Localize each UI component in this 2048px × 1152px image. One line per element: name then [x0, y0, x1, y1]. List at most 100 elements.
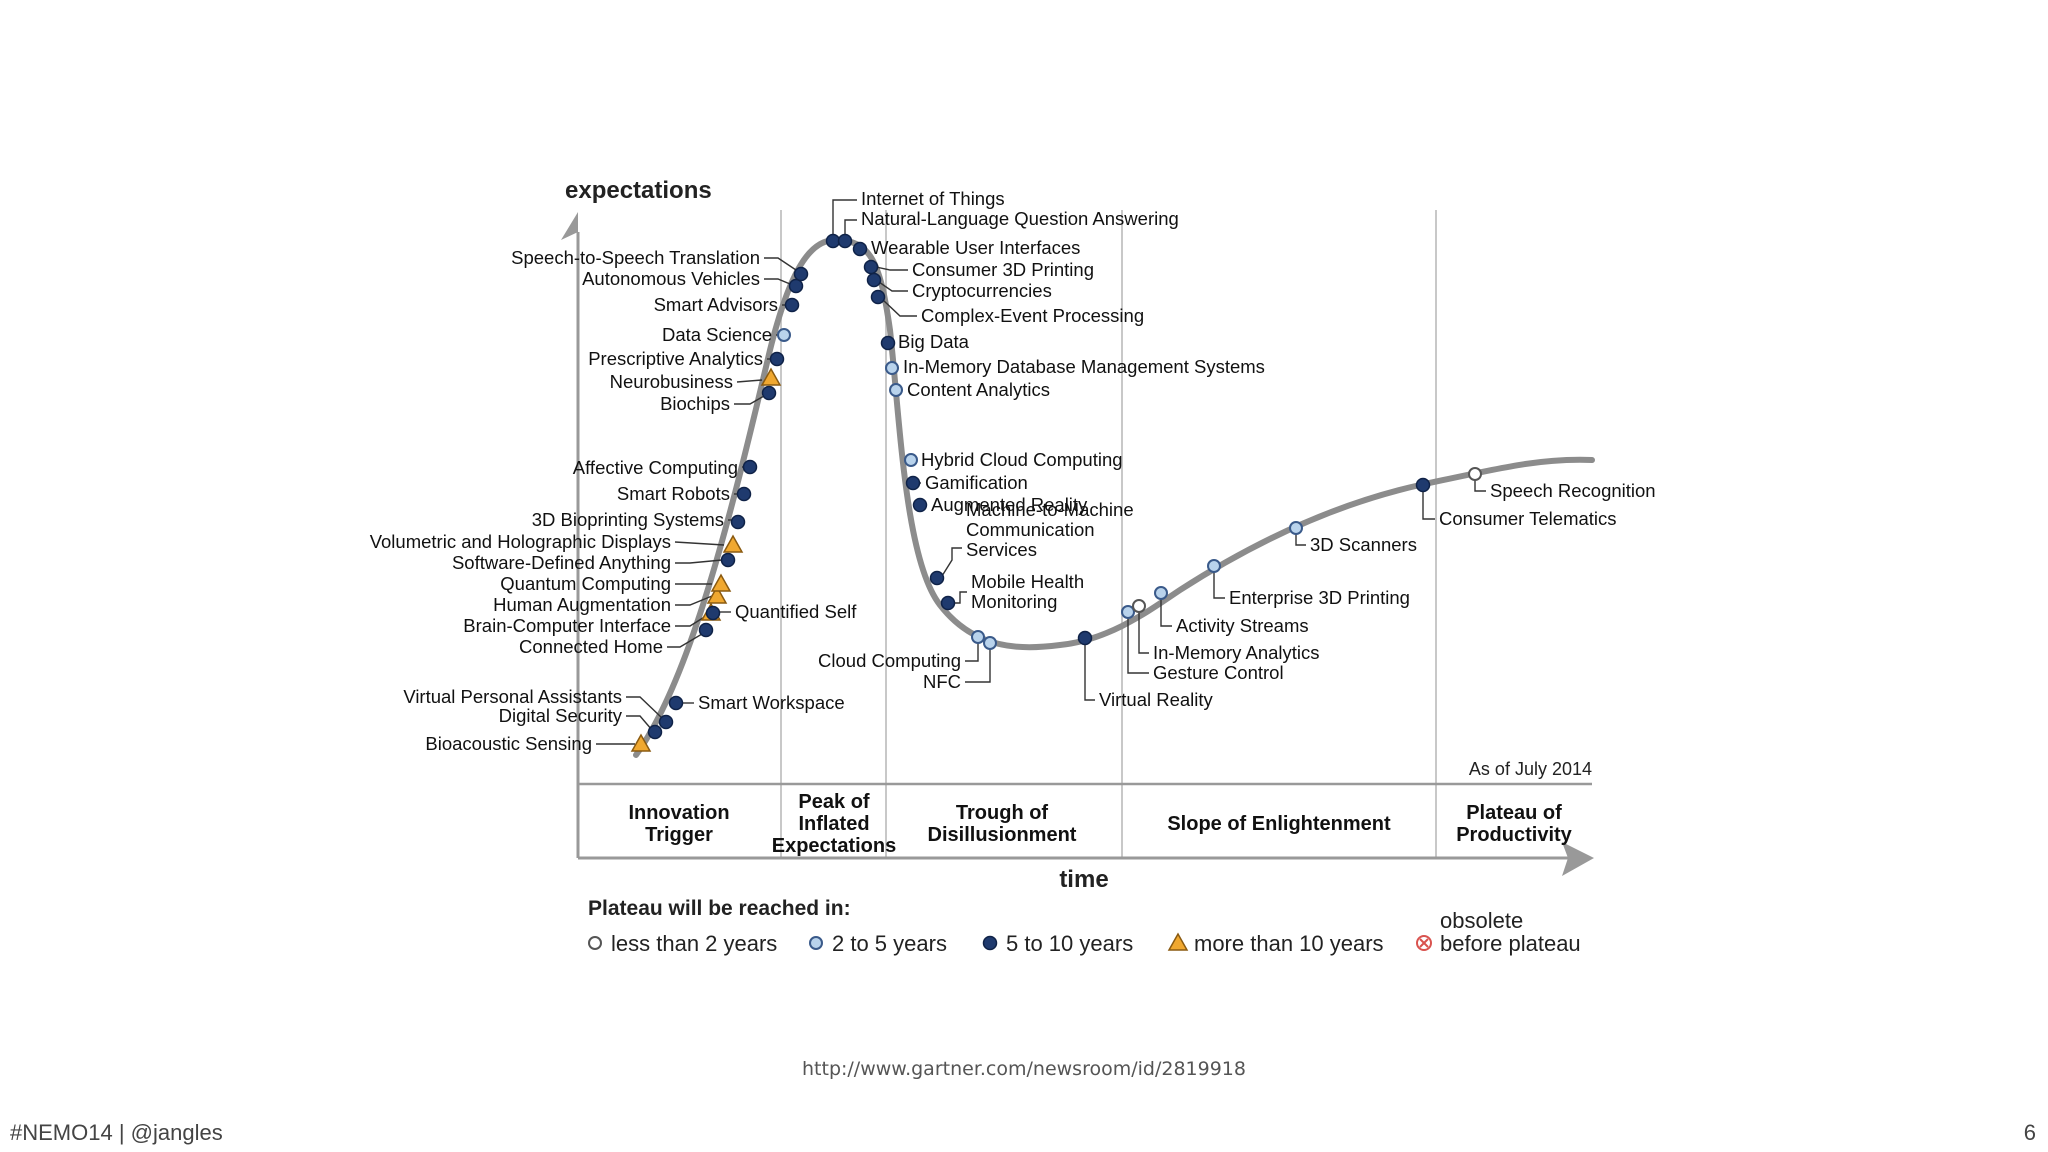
tech-label-line: Big Data	[898, 331, 970, 352]
leader-line	[941, 547, 962, 577]
tech-item-nfc: NFC	[923, 636, 997, 692]
tech-item-affective-computing: Affective Computing	[573, 457, 758, 478]
phase-label-line: Trigger	[645, 824, 713, 846]
leader-line	[875, 266, 908, 271]
tech-marker-smart-advisors	[784, 297, 800, 313]
tech-item-in-memory-database-management-systems: In-Memory Database Management Systems	[885, 356, 1265, 377]
tech-label-activity-streams: Activity Streams	[1176, 615, 1309, 636]
leader-line	[734, 395, 765, 405]
legend-label-2to5: 2 to 5 years	[832, 931, 947, 956]
tech-marker-quantified-self	[705, 605, 721, 621]
tech-label-wearable-user-interfaces: Wearable User Interfaces	[871, 237, 1080, 258]
tech-label-line: Hybrid Cloud Computing	[921, 449, 1123, 470]
tech-label-cloud-computing: Cloud Computing	[818, 650, 961, 671]
tech-marker-gesture-control	[1121, 605, 1135, 619]
tech-label-line: Volumetric and Holographic Displays	[370, 531, 671, 552]
tech-label-line: In-Memory Analytics	[1153, 642, 1320, 663]
tech-label-data-science: Data Science	[662, 324, 772, 345]
tech-item-human-augmentation: Human Augmentation	[493, 585, 728, 615]
tech-item-internet-of-things: Internet of Things	[825, 188, 1005, 249]
tech-marker-bioacoustic-sensing	[630, 733, 652, 752]
tech-item-in-memory-analytics: In-Memory Analytics	[1132, 599, 1320, 663]
tech-label-line: Services	[966, 539, 1037, 560]
tech-marker-virtual-personal-assistants	[658, 714, 674, 730]
tech-label-machine-to-machine-communication-services: Machine-to-Machine Communication Services	[966, 499, 1134, 560]
legend: less than 2 years 2 to 5 years 5 to 10 yea…	[588, 908, 1581, 956]
x-axis-label: time	[1059, 866, 1108, 893]
legend-marker-gt10	[1167, 932, 1189, 951]
tech-item-big-data: Big Data	[880, 331, 970, 352]
tech-label-connected-home: Connected Home	[519, 636, 663, 657]
tech-label-line: Smart Advisors	[654, 294, 778, 315]
tech-item-bioacoustic-sensing: Bioacoustic Sensing	[425, 733, 652, 754]
tech-label-internet-of-things: Internet of Things	[861, 188, 1005, 209]
tech-label-content-analytics: Content Analytics	[907, 379, 1050, 400]
tech-item-content-analytics: Content Analytics	[889, 379, 1050, 400]
tech-label-smart-workspace: Smart Workspace	[698, 692, 845, 713]
tech-label-quantified-self: Quantified Self	[735, 601, 857, 622]
tech-item-data-science: Data Science	[662, 324, 791, 345]
leader-line	[764, 278, 791, 285]
tech-label-gamification: Gamification	[925, 472, 1028, 493]
legend-marker-lt2	[588, 936, 602, 950]
as-of-date: As of July 2014	[1469, 759, 1592, 779]
tech-marker-3d-bioprinting-systems	[730, 514, 746, 530]
y-axis	[561, 212, 580, 858]
y-axis-arrow-icon	[561, 212, 578, 240]
tech-marker-internet-of-things	[825, 233, 841, 249]
tech-marker-cryptocurrencies	[866, 272, 882, 288]
phase-label-line: Trough of	[956, 802, 1049, 824]
tech-label-smart-robots: Smart Robots	[617, 483, 730, 504]
leader-line	[675, 595, 713, 606]
tech-marker-cloud-computing	[971, 630, 985, 644]
tech-item-activity-streams: Activity Streams	[1154, 586, 1309, 636]
phase-label-line: Plateau of	[1466, 802, 1562, 824]
tech-label-line: Brain-Computer Interface	[463, 615, 671, 636]
tech-label-hybrid-cloud-computing: Hybrid Cloud Computing	[921, 449, 1123, 470]
tech-marker-big-data	[880, 335, 896, 351]
tech-label-line: Content Analytics	[907, 379, 1050, 400]
tech-label-consumer-telematics: Consumer Telematics	[1439, 508, 1617, 529]
tech-item-prescriptive-analytics: Prescriptive Analytics	[588, 348, 785, 369]
leader-line	[953, 591, 967, 604]
tech-marker-prescriptive-analytics	[769, 351, 785, 367]
tech-label-line: Monitoring	[971, 591, 1057, 612]
tech-marker-volumetric-and-holographic-displays	[722, 534, 744, 553]
tech-marker-augmented-reality	[912, 497, 928, 513]
tech-item-enterprise-3d-printing: Enterprise 3D Printing	[1207, 559, 1410, 608]
source-url[interactable]: http://www.gartner.com/newsroom/id/28199…	[802, 1058, 1246, 1080]
tech-marker-neurobusiness	[760, 367, 782, 386]
tech-label-brain-computer-interface: Brain-Computer Interface	[463, 615, 671, 636]
tech-label-line: Human Augmentation	[493, 594, 671, 615]
tech-label-speech-to-speech-translation: Speech-to-Speech Translation	[511, 247, 760, 268]
phase-label-plateau-of-productivity: Plateau of Productivity	[1456, 802, 1572, 846]
x-axis-arrow-icon	[1562, 842, 1594, 876]
leader-line	[1474, 480, 1486, 492]
tech-label-line: Digital Security	[499, 705, 623, 726]
tech-marker-wearable-user-interfaces	[852, 241, 868, 257]
leader-line	[736, 379, 763, 383]
tech-label-line: Enterprise 3D Printing	[1229, 587, 1410, 608]
phase-label-line: Peak of	[798, 791, 869, 813]
tech-label-biochips: Biochips	[660, 393, 730, 414]
tech-item-cryptocurrencies: Cryptocurrencies	[866, 272, 1052, 301]
tech-item-mobile-health-monitoring: Mobile Health Monitoring	[940, 571, 1084, 612]
leader-line	[1213, 572, 1225, 599]
tech-label-line: Autonomous Vehicles	[582, 268, 760, 289]
legend-marker-5to10	[982, 935, 998, 951]
tech-label-3d-scanners: 3D Scanners	[1310, 534, 1417, 555]
legend-label-lt2: less than 2 years	[611, 931, 777, 956]
tech-label-line: Gesture Control	[1153, 662, 1284, 683]
tech-item-smart-robots: Smart Robots	[617, 483, 752, 504]
tech-marker-3d-scanners	[1289, 521, 1303, 535]
tech-label-line: Natural-Language Question Answering	[861, 208, 1179, 229]
leader-line	[1084, 644, 1095, 701]
leader-line	[965, 643, 979, 662]
tech-label-line: Machine-to-Machine	[966, 499, 1134, 520]
tech-item-volumetric-and-holographic-displays: Volumetric and Holographic Displays	[370, 531, 744, 553]
tech-marker-autonomous-vehicles	[788, 278, 804, 294]
legend-label-line: 2 to 5 years	[832, 931, 947, 956]
legend-label-line: less than 2 years	[611, 931, 777, 956]
leader-line	[1295, 534, 1306, 546]
